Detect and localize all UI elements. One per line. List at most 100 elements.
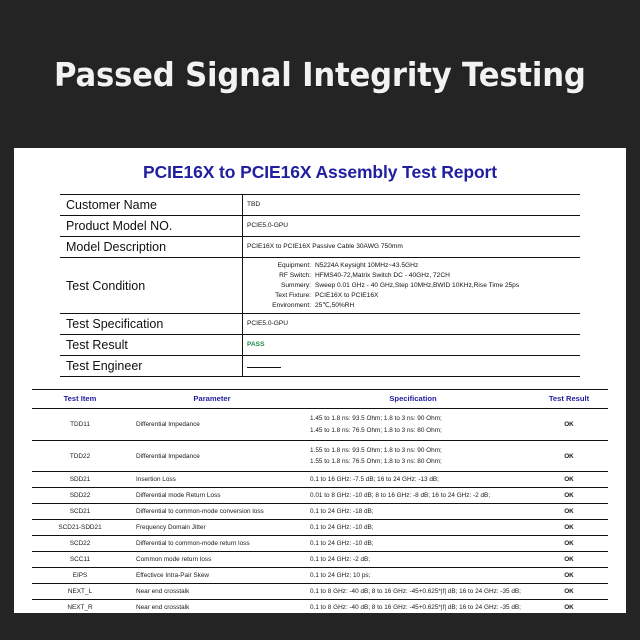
table-row: TDD11 Differential Impedance 1.45 to 1.8 n… bbox=[32, 408, 608, 441]
cell-specification: 0.1 to 8 GHz: -40 dB; 8 to 16 GHz: -45+0… bbox=[296, 599, 530, 613]
info-row-label: Test Specification bbox=[60, 313, 243, 336]
cell-test-item: SCD21 bbox=[32, 503, 128, 521]
cell-parameter: Differential to common-mode return loss bbox=[128, 535, 296, 553]
table-row: SDD21 Insertion Loss 0.1 to 16 GHz: -7.5 d… bbox=[32, 471, 608, 489]
info-row-value: TBD bbox=[242, 194, 580, 216]
results-header-row: Test Item Parameter Specification Test R… bbox=[32, 389, 608, 410]
specification-line: 1.55 to 1.8 ns: 93.5 Ohm; 1.8 to 3 ns: 9… bbox=[310, 446, 442, 454]
test-condition-label: Test Condition bbox=[60, 256, 243, 315]
test-condition-key: Environment: bbox=[272, 301, 311, 309]
info-row-label: Customer Name bbox=[60, 194, 243, 216]
test-condition-value: Sweep 0.01 GHz - 40 GHz,Step 10MHz,BWID … bbox=[315, 281, 520, 289]
report-document: PCIE16X to PCIE16X Assembly Test Report … bbox=[14, 148, 626, 613]
cell-parameter: Differential mode Return Loss bbox=[128, 487, 296, 505]
signature-line bbox=[247, 367, 281, 369]
report-info-table: Customer Name TBD Product Model NO. PCIE5.0… bbox=[60, 194, 580, 378]
specification-line: 1.45 to 1.8 ns: 76.5 Ohm; 1.8 to 3 ns: 8… bbox=[310, 426, 442, 434]
cell-test-item: TDD22 bbox=[32, 440, 128, 473]
cell-parameter: Near end crosstalk bbox=[128, 599, 296, 613]
col-header-test-result: Test Result bbox=[530, 389, 608, 410]
table-row: EIPS Effectivce Intra-Pair Skew 0.1 to 24 … bbox=[32, 567, 608, 585]
test-condition-line: Environment: 25℃,50%RH bbox=[247, 301, 580, 311]
cell-parameter: Effectivce Intra-Pair Skew bbox=[128, 567, 296, 585]
cell-specification: 0.1 to 8 GHz: -40 dB; 8 to 16 GHz: -45+0… bbox=[296, 583, 530, 601]
table-row: SCD22 Differential to common-mode return … bbox=[32, 535, 608, 553]
results-table: Test Item Parameter Specification Test R… bbox=[32, 389, 608, 613]
cell-test-result: OK bbox=[530, 503, 608, 521]
cell-specification: 0.1 to 24 GHz; 10 ps; bbox=[296, 567, 530, 585]
cell-parameter: Differential Impedance bbox=[128, 408, 296, 441]
info-row: Customer Name TBD bbox=[60, 194, 580, 216]
cell-test-item: SDD21 bbox=[32, 471, 128, 489]
cell-test-item: SCC11 bbox=[32, 551, 128, 569]
cell-test-result: OK bbox=[530, 471, 608, 489]
cell-test-result: OK bbox=[530, 487, 608, 505]
status-badge: PASS bbox=[247, 341, 265, 349]
col-header-test-item: Test Item bbox=[32, 389, 128, 410]
info-row: Test Specification PCIE5.0-GPU bbox=[60, 313, 580, 336]
col-header-parameter: Parameter bbox=[128, 389, 296, 410]
table-row: TDD22 Differential Impedance 1.55 to 1.8 n… bbox=[32, 440, 608, 473]
table-row: SCD21-SDD21 Frequency Domain Jitter 0.1 to… bbox=[32, 519, 608, 537]
test-condition-row: Test Condition Equipment: N5224A Keysight … bbox=[60, 256, 580, 315]
results-body: TDD11 Differential Impedance 1.45 to 1.8 n… bbox=[32, 408, 608, 613]
info-row-label: Product Model NO. bbox=[60, 215, 243, 237]
cell-parameter: Differential Impedance bbox=[128, 440, 296, 473]
test-condition-value: N5224A Keysight 10MHz~43.5GHz bbox=[315, 262, 419, 269]
cell-test-item: EIPS bbox=[32, 567, 128, 585]
cell-test-result: OK bbox=[530, 567, 608, 585]
test-condition-line: Text Fixture: PCIE16X to PCIE16X bbox=[247, 291, 580, 301]
cell-test-result: OK bbox=[530, 535, 608, 553]
info-row-label: Test Result bbox=[60, 334, 243, 357]
cell-parameter: Differential to common-mode conversion l… bbox=[128, 503, 296, 521]
report-info-body: Customer Name TBD Product Model NO. PCIE5.0… bbox=[60, 194, 580, 378]
test-condition-key: Text Fixture: bbox=[275, 291, 311, 299]
info-row-label: Model Description bbox=[60, 236, 243, 258]
cell-specification: 0.1 to 24 GHz: -2 dB; bbox=[296, 551, 530, 569]
banner: Passed Signal Integrity Testing bbox=[0, 0, 640, 148]
test-condition-value: HFMS40-72,Matrix Switch DC - 40GHz, 72CH bbox=[315, 271, 450, 279]
info-row: Model Description PCIE16X to PCIE16X Pass… bbox=[60, 236, 580, 258]
info-row: Product Model NO. PCIE5.0-GPU bbox=[60, 215, 580, 237]
info-row-value: PCIE5.0-GPU bbox=[242, 215, 580, 237]
cell-parameter: Frequency Domain Jitter bbox=[128, 519, 296, 537]
test-condition-key: Equipment: bbox=[277, 262, 311, 269]
cell-test-item: NEXT_R bbox=[32, 599, 128, 613]
cell-test-result: OK bbox=[530, 583, 608, 601]
test-condition-line: Summery: Sweep 0.01 GHz - 40 GHz,Step 10M… bbox=[247, 281, 580, 291]
report-info-section: Customer Name TBD Product Model NO. PCIE5.0… bbox=[14, 194, 626, 378]
report-title: PCIE16X to PCIE16X Assembly Test Report bbox=[143, 162, 497, 182]
cell-parameter: Common mode return loss bbox=[128, 551, 296, 569]
cell-specification: 1.45 to 1.8 ns: 93.5 Ohm; 1.8 to 3 ns: 9… bbox=[296, 408, 530, 441]
cell-specification: 1.55 to 1.8 ns: 93.5 Ohm; 1.8 to 3 ns: 9… bbox=[296, 440, 530, 473]
test-result-value: PASS bbox=[242, 334, 580, 357]
test-condition-line: RF Switch: HFMS40-72,Matrix Switch DC - 4… bbox=[247, 271, 580, 281]
test-condition-line: Equipment: N5224A Keysight 10MHz~43.5GHz bbox=[247, 261, 580, 271]
info-row: Test Engineer bbox=[60, 355, 580, 378]
test-condition-key: Summery: bbox=[280, 281, 311, 289]
info-row-value: PCIE5.0-GPU bbox=[242, 313, 580, 336]
table-row: SCC11 Common mode return loss 0.1 to 24 GH… bbox=[32, 551, 608, 569]
cell-test-result: OK bbox=[530, 519, 608, 537]
info-row: Test Result PASS bbox=[60, 334, 580, 357]
test-condition-values: Equipment: N5224A Keysight 10MHz~43.5GHz R… bbox=[242, 256, 580, 315]
test-condition-value: 25℃,50%RH bbox=[315, 301, 355, 309]
cell-test-result: OK bbox=[530, 440, 608, 473]
test-condition-value: PCIE16X to PCIE16X bbox=[315, 291, 379, 299]
specification-line: 1.55 to 1.8 ns: 76.5 Ohm; 1.8 to 3 ns: 8… bbox=[310, 458, 442, 466]
cell-test-item: TDD11 bbox=[32, 408, 128, 441]
cell-test-result: OK bbox=[530, 551, 608, 569]
banner-title: Passed Signal Integrity Testing bbox=[54, 54, 586, 94]
cell-specification: 0.1 to 24 GHz: -10 dB; bbox=[296, 519, 530, 537]
cell-parameter: Insertion Loss bbox=[128, 471, 296, 489]
col-header-specification: Specification bbox=[296, 389, 530, 410]
cell-test-item: NEXT_L bbox=[32, 583, 128, 601]
table-row: NEXT_R Near end crosstalk 0.1 to 8 GHz: -4… bbox=[32, 599, 608, 613]
test-engineer-value bbox=[242, 355, 580, 378]
cell-test-item: SDD22 bbox=[32, 487, 128, 505]
table-row: SDD22 Differential mode Return Loss 0.01 t… bbox=[32, 487, 608, 505]
cell-specification: 0.1 to 24 GHz: -10 dB; bbox=[296, 535, 530, 553]
info-row-value: PCIE16X to PCIE16X Passive Cable 30AWG 7… bbox=[242, 236, 580, 258]
cell-parameter: Near end crosstalk bbox=[128, 583, 296, 601]
